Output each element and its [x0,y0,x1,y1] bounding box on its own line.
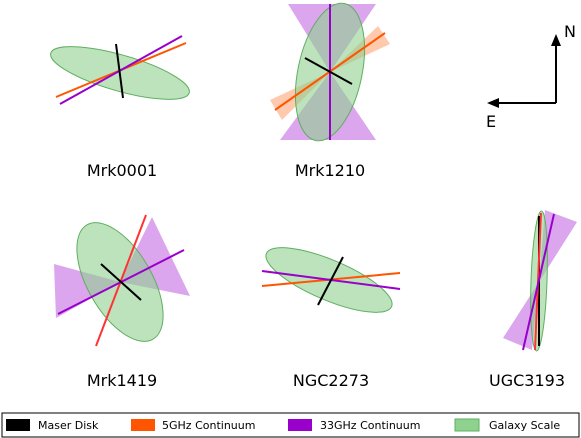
panel-ngc2273: NGC2273 [261,247,401,390]
compass-rose: N E [486,22,576,131]
compass-north-label: N [564,22,576,41]
legend-swatch-5ghz [131,419,155,431]
legend-swatch-33ghz [288,419,312,431]
legend: Maser Disk 5GHz Continuum 33GHz Continuu… [1,412,580,438]
continuum-33ghz-line [59,35,183,105]
legend-label-maser-disk: Maser Disk [38,419,99,432]
panel-mrk0001: Mrk0001 [50,35,190,180]
legend-label-33ghz: 33GHz Continuum [320,419,420,432]
panel-mrk1419: Mrk1419 [54,214,190,390]
compass-east-label: E [486,112,496,131]
maser-disk-line [115,43,124,99]
galaxy-label: NGC2273 [293,371,369,390]
maser-disk-line [100,263,142,301]
maser-disk-line [317,256,344,306]
legend-label-5ghz: 5GHz Continuum [162,419,255,432]
panel-mrk1210: Mrk1210 [270,2,390,180]
galaxy-label: UGC3193 [489,371,565,390]
continuum-5ghz-line [95,214,147,347]
galaxy-label: Mrk1210 [295,161,365,180]
maser-disk-line [304,57,353,85]
continuum-33ghz-wedge [503,282,539,350]
galaxy-label: Mrk0001 [87,161,157,180]
panel-ugc3193: UGC3193 [489,210,577,390]
legend-swatch-galaxy-scale [454,418,480,432]
north-arrow-icon [551,34,561,46]
legend-label-galaxy-scale: Galaxy Scale [489,419,560,432]
continuum-33ghz-line [522,213,555,351]
legend-swatch-maser-disk [6,419,30,431]
galaxy-label: Mrk1419 [87,371,157,390]
continuum-33ghz-wedge [539,210,577,282]
east-arrow-icon [487,98,499,108]
